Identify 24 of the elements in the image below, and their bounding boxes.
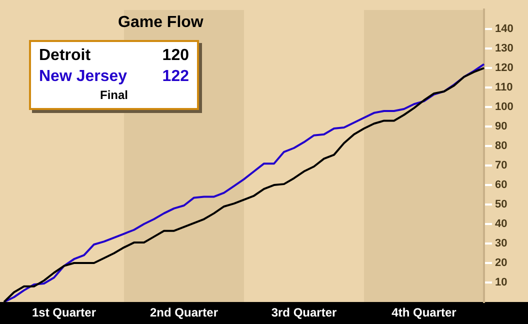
y-tick-label: 80: [495, 140, 508, 152]
text: Detroit: [39, 46, 91, 66]
annotation: 120: [162, 46, 189, 66]
y-tick-label: 90: [495, 120, 508, 133]
y-tick-label: 20: [495, 257, 508, 270]
annotation: 122: [162, 67, 189, 87]
y-tick-label: 100: [495, 101, 514, 114]
y-tick-label: 10: [495, 276, 508, 289]
y-tick-label: 30: [495, 238, 508, 250]
chart-title: Game Flow: [118, 14, 204, 32]
y-tick-label: 50: [495, 198, 508, 211]
x-tick-label: 2nd Quarter: [150, 306, 218, 320]
y-tick-label: 60: [495, 179, 508, 192]
x-tick-label: 1st Quarter: [32, 306, 96, 320]
text: New Jersey: [39, 67, 128, 87]
y-tick-label: 120: [495, 62, 514, 74]
annotation: Final: [98, 87, 129, 104]
x-tick-label: 4th Quarter: [392, 306, 457, 320]
y-tick-label: 40: [495, 218, 508, 230]
y-tick-label: 110: [495, 82, 513, 94]
x-tick-label: 3rd Quarter: [271, 306, 338, 320]
y-tick-label: 130: [495, 42, 514, 55]
y-tick-label: 140: [495, 23, 514, 36]
y-tick-label: 70: [495, 160, 508, 172]
